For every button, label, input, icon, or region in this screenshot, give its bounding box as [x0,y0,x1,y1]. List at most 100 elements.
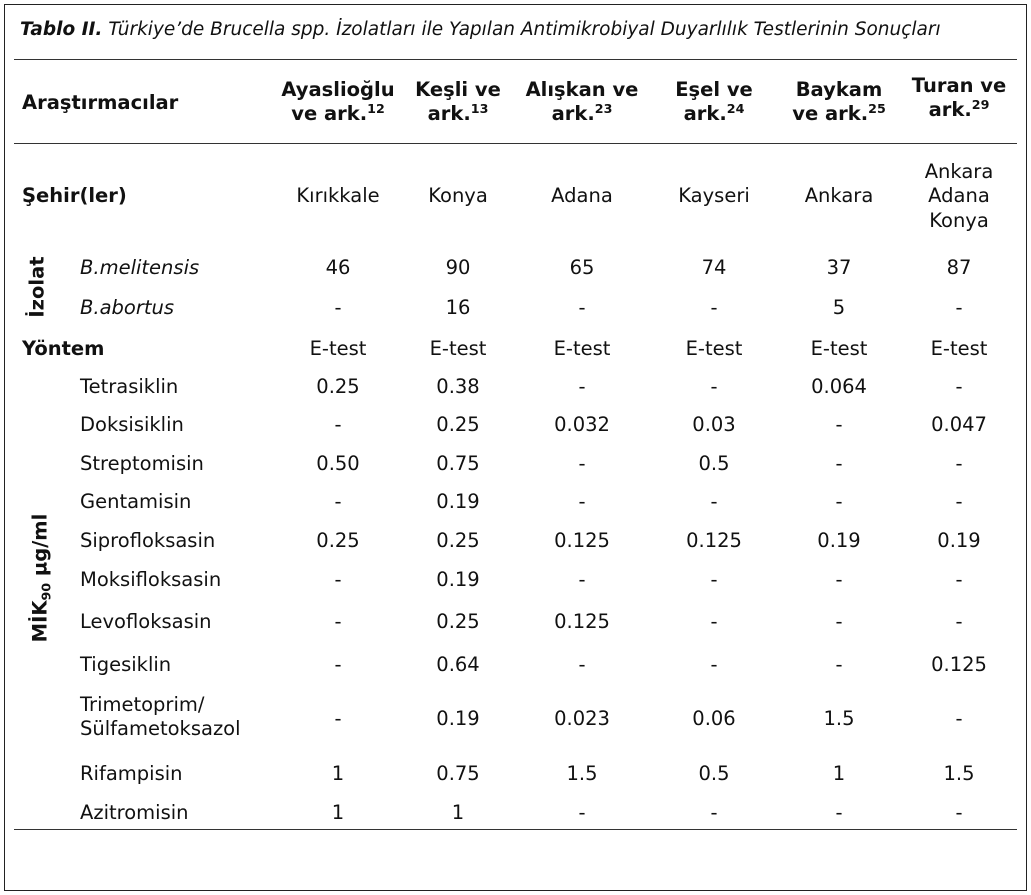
header-author-line2: ve ark.25 [792,101,886,126]
isolate-name: B.melitensis [80,256,200,279]
header-author-line1: Baykam [795,78,883,101]
mic-value: - [835,490,843,513]
mic-value: 0.023 [554,707,610,730]
mic-value: - [835,610,843,633]
isolate-value: - [334,296,342,319]
header-author-line1: Eşel ve [675,78,753,101]
reference-number: 12 [367,101,385,117]
mic-value: 0.19 [436,707,480,730]
mic-value: - [578,452,586,475]
mic-value: - [835,452,843,475]
mic-value: - [578,653,586,676]
header-author-line1: Turan ve [911,74,1007,97]
mic-value: - [955,375,963,398]
header-author-line2: ark.13 [427,101,489,126]
mic-value: 0.25 [316,529,360,552]
method-value: E-test [810,337,868,360]
antibiotic-name: Streptomisin [80,452,204,475]
group-label-isolate: İzolat [25,256,49,318]
mic-value: 0.047 [931,413,987,436]
reference-number: 24 [726,101,745,117]
mic-value: 0.75 [436,452,480,475]
isolate-value: - [955,296,963,319]
mic-value: 0.25 [436,610,480,633]
bottom-rule [14,829,1017,830]
mic-value: - [578,375,586,398]
mic-value: 0.125 [554,529,610,552]
city-cell: Kayseri [678,184,750,207]
header-author: Turan ve ark.29 [912,74,1006,123]
mic-value: 1 [832,762,846,785]
header-author-line1: Alışkan ve [525,78,639,101]
mic-value: - [710,653,718,676]
header-author: Ayaslioğlu ve ark.12 [281,78,394,127]
isolate-value: 37 [826,256,852,279]
mic-value: 1 [451,801,465,824]
city-cell: Adana [551,184,613,207]
header-author: Baykam ve ark.25 [792,78,886,127]
mic-value: - [835,568,843,591]
mic-value: 1 [331,762,345,785]
mic-value: 0.5 [698,762,730,785]
city-cell: Konya [428,184,488,207]
antibiotic-name: Tigesiklin [80,653,172,676]
mic-value: - [334,707,342,730]
mic-value: - [955,452,963,475]
isolate-value: 65 [569,256,595,279]
method-value: E-test [553,337,611,360]
antibiotic-name: Trimetoprim/Sülfametoksazol [80,693,241,741]
mic-value: - [334,413,342,436]
group-label-mic: MİK90 µg/ml [28,513,54,643]
reference-number: 25 [868,101,886,117]
antibiotic-name: Levofloksasin [80,610,212,633]
mic-value: 0.19 [937,529,981,552]
antibiotic-name: Gentamisin [80,490,192,513]
antibiotic-name: Azitromisin [80,801,189,824]
mic-value: - [710,490,718,513]
mic-value: 0.25 [436,529,480,552]
mic-value: 1.5 [566,762,598,785]
mic-value: - [710,610,718,633]
header-author-line1: Keşli ve [415,78,501,101]
antibiotic-name: Doksisiklin [80,413,184,436]
header-author-line1: Ayaslioğlu [281,78,395,101]
header-author-line2: ark.24 [683,101,745,126]
mic-value: 1.5 [823,707,855,730]
city-cell: Kırıkkale [296,184,380,207]
isolate-value: 87 [946,256,972,279]
method-value: E-test [930,337,988,360]
isolate-value: 5 [832,296,846,319]
mic-value: 0.5 [698,452,730,475]
mic-value: 1 [331,801,345,824]
mic-value: 1.5 [943,762,975,785]
mic-value: 0.25 [316,375,360,398]
antibiotic-name: Rifampisin [80,762,183,785]
header-researchers: Araştırmacılar [22,91,179,114]
mic-value: - [835,801,843,824]
reference-number: 13 [470,101,489,117]
mic-value: - [578,490,586,513]
mic-subscript: 90 [38,582,54,601]
table-frame [4,4,1027,891]
mic-value: - [835,653,843,676]
antibiotic-name: Tetrasiklin [80,375,179,398]
header-author-line2: ve ark.12 [291,101,385,126]
mic-value: - [334,653,342,676]
method-value: E-test [429,337,487,360]
mic-value: 0.38 [436,375,480,398]
top-rule [14,59,1017,60]
mic-value: - [578,568,586,591]
mic-value: - [710,375,718,398]
mic-value: - [955,707,963,730]
mic-value: - [710,801,718,824]
mic-value: 0.125 [554,610,610,633]
mic-value: - [955,610,963,633]
mic-value: 0.75 [436,762,480,785]
mic-value: 0.125 [931,653,987,676]
mic-value: 0.032 [554,413,610,436]
isolate-name: B.abortus [80,296,175,319]
mic-value: - [334,490,342,513]
header-author: Keşli ve ark.13 [415,78,501,127]
mic-value: 0.64 [436,653,480,676]
row-label-cities: Şehir(ler) [22,184,127,207]
